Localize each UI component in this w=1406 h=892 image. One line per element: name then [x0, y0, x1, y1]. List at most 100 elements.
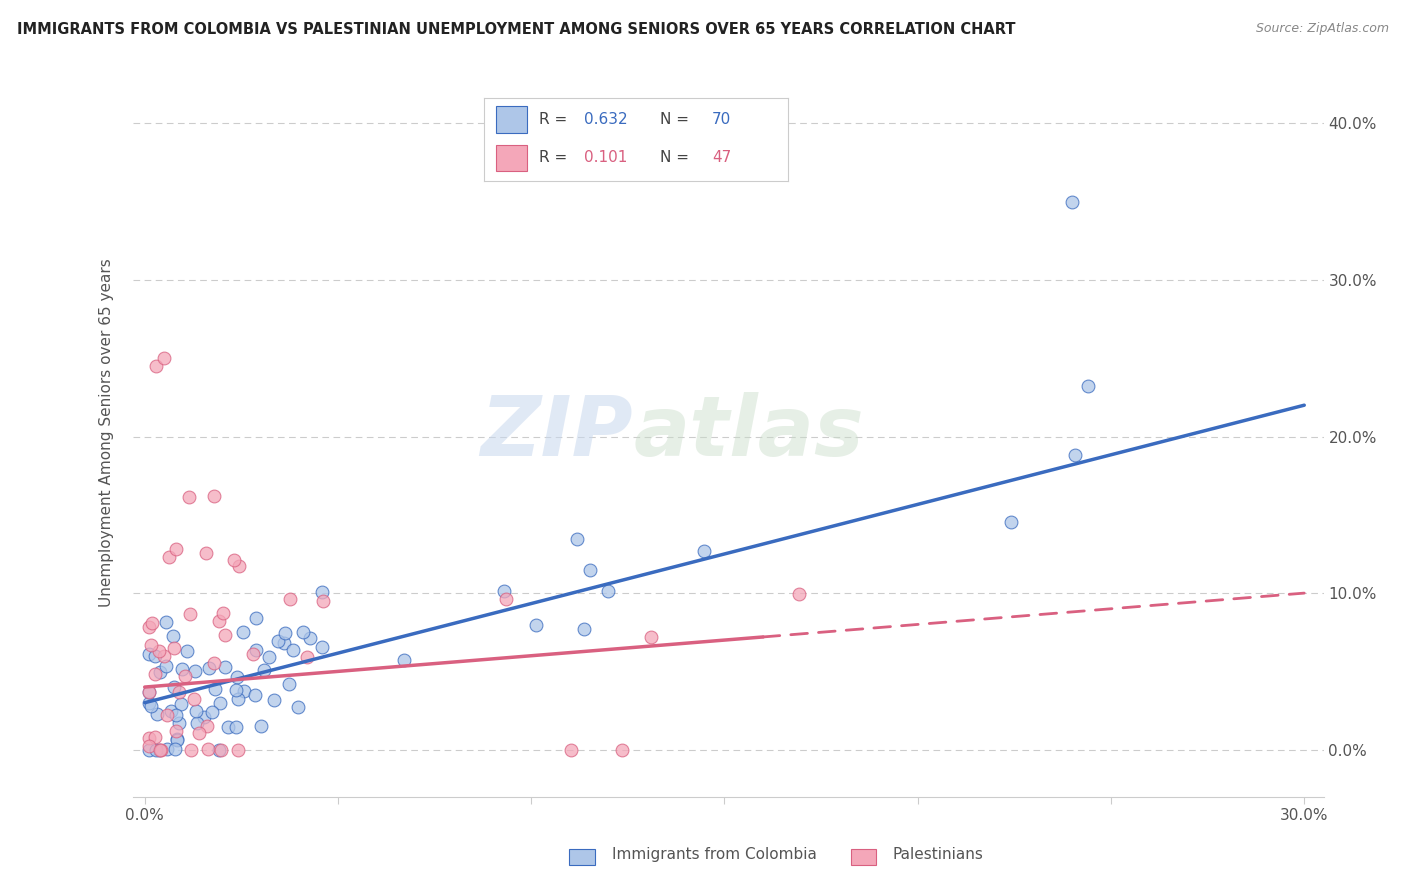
- Point: [145, 359, 167, 373]
- Point: [202, 656, 225, 670]
- Point: [138, 739, 160, 753]
- Point: [257, 650, 280, 665]
- Point: [138, 647, 160, 661]
- Point: [138, 731, 160, 745]
- Point: [253, 663, 276, 677]
- Point: [578, 563, 600, 577]
- Point: [263, 693, 285, 707]
- Point: [1064, 448, 1087, 462]
- Point: [165, 707, 187, 722]
- Point: [281, 642, 304, 657]
- Point: [143, 667, 166, 681]
- Point: [155, 615, 177, 629]
- Point: [298, 632, 321, 646]
- Point: [160, 704, 183, 718]
- Point: [176, 644, 198, 658]
- Point: [208, 614, 231, 628]
- Point: [149, 665, 172, 680]
- Y-axis label: Unemployment Among Seniors over 65 years: Unemployment Among Seniors over 65 years: [100, 258, 114, 607]
- Point: [295, 649, 318, 664]
- Point: [157, 549, 180, 564]
- Point: [138, 685, 160, 699]
- Point: [232, 625, 254, 640]
- Point: [141, 698, 163, 713]
- Point: [148, 742, 170, 756]
- Point: [278, 677, 301, 691]
- Point: [195, 546, 218, 560]
- Point: [197, 742, 219, 756]
- Point: [179, 490, 201, 504]
- Point: [209, 697, 232, 711]
- Point: [143, 731, 166, 745]
- Point: [155, 659, 177, 673]
- Point: [183, 692, 205, 706]
- Point: [267, 634, 290, 648]
- Point: [138, 697, 160, 711]
- Point: [202, 489, 225, 503]
- Point: [492, 584, 515, 599]
- Point: [174, 669, 197, 683]
- Point: [250, 719, 273, 733]
- Point: [278, 591, 301, 606]
- Point: [245, 611, 267, 625]
- Point: [184, 704, 207, 718]
- Point: [186, 715, 208, 730]
- Point: [693, 543, 716, 558]
- Point: [287, 699, 309, 714]
- Point: [150, 742, 173, 756]
- Point: [170, 662, 193, 676]
- Text: Source: ZipAtlas.com: Source: ZipAtlas.com: [1256, 22, 1389, 36]
- Point: [198, 661, 221, 675]
- Text: Immigrants from Colombia: Immigrants from Colombia: [612, 847, 817, 862]
- Point: [214, 660, 236, 674]
- Point: [610, 742, 633, 756]
- Point: [184, 664, 207, 678]
- Point: [311, 640, 333, 654]
- Point: [524, 617, 547, 632]
- Point: [226, 742, 249, 756]
- Point: [156, 741, 179, 756]
- Point: [311, 585, 333, 599]
- Point: [392, 653, 415, 667]
- Point: [195, 719, 218, 733]
- Point: [1000, 515, 1022, 529]
- Point: [209, 742, 232, 756]
- Point: [165, 541, 187, 556]
- Text: atlas: atlas: [633, 392, 863, 473]
- Point: [212, 606, 235, 620]
- Point: [143, 649, 166, 664]
- Point: [273, 636, 295, 650]
- Point: [204, 681, 226, 696]
- Point: [242, 647, 264, 661]
- Point: [167, 715, 190, 730]
- Text: ZIP: ZIP: [481, 392, 633, 473]
- Point: [567, 532, 589, 546]
- Point: [560, 742, 582, 756]
- Point: [139, 638, 162, 652]
- Point: [179, 607, 201, 621]
- Text: IMMIGRANTS FROM COLOMBIA VS PALESTINIAN UNEMPLOYMENT AMONG SENIORS OVER 65 YEARS: IMMIGRANTS FROM COLOMBIA VS PALESTINIAN …: [17, 22, 1015, 37]
- Point: [201, 705, 224, 719]
- Point: [148, 644, 170, 658]
- Point: [292, 625, 315, 640]
- Point: [222, 553, 245, 567]
- Point: [138, 742, 160, 756]
- Point: [640, 630, 662, 644]
- Text: Palestinians: Palestinians: [893, 847, 984, 862]
- Point: [226, 671, 249, 685]
- Point: [598, 583, 620, 598]
- Point: [146, 707, 169, 722]
- Point: [162, 629, 184, 643]
- Point: [232, 684, 254, 698]
- Point: [1062, 194, 1084, 209]
- Point: [243, 688, 266, 702]
- Point: [495, 591, 517, 606]
- Point: [163, 641, 186, 656]
- Point: [274, 625, 297, 640]
- Point: [228, 559, 250, 574]
- Point: [226, 692, 249, 706]
- Point: [141, 615, 163, 630]
- Point: [167, 685, 190, 699]
- Point: [180, 742, 202, 756]
- Point: [572, 622, 595, 636]
